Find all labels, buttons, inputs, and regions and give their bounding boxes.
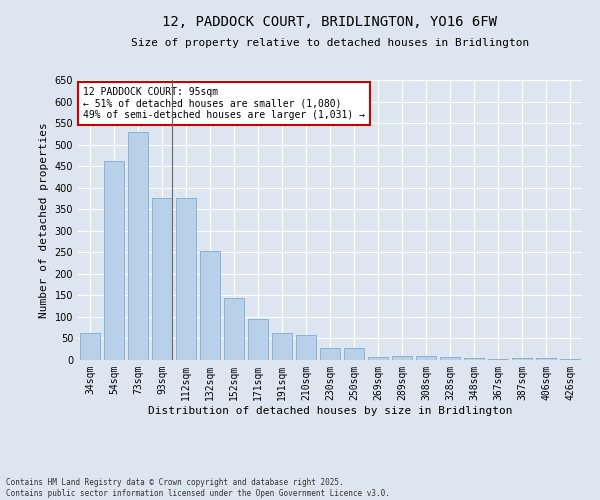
- Bar: [536, 358, 556, 360]
- Text: Contains HM Land Registry data © Crown copyright and database right 2025.
Contai: Contains HM Land Registry data © Crown c…: [6, 478, 390, 498]
- Bar: [272, 333, 292, 360]
- Y-axis label: Number of detached properties: Number of detached properties: [39, 122, 49, 318]
- Bar: [488, 358, 508, 360]
- Bar: [440, 358, 460, 360]
- Bar: [200, 251, 220, 360]
- Bar: [176, 198, 196, 360]
- Text: Size of property relative to detached houses in Bridlington: Size of property relative to detached ho…: [131, 38, 529, 48]
- Bar: [296, 336, 316, 360]
- Bar: [416, 356, 436, 360]
- Bar: [320, 348, 340, 360]
- Bar: [464, 358, 484, 360]
- Bar: [512, 358, 532, 360]
- Bar: [392, 356, 412, 360]
- Bar: [248, 319, 268, 360]
- Text: 12 PADDOCK COURT: 95sqm
← 51% of detached houses are smaller (1,080)
49% of semi: 12 PADDOCK COURT: 95sqm ← 51% of detache…: [83, 87, 365, 120]
- X-axis label: Distribution of detached houses by size in Bridlington: Distribution of detached houses by size …: [148, 406, 512, 415]
- Bar: [344, 348, 364, 360]
- Bar: [80, 333, 100, 360]
- Text: 12, PADDOCK COURT, BRIDLINGTON, YO16 6FW: 12, PADDOCK COURT, BRIDLINGTON, YO16 6FW: [163, 15, 497, 29]
- Bar: [224, 298, 244, 360]
- Bar: [368, 357, 388, 360]
- Bar: [104, 160, 124, 360]
- Bar: [128, 132, 148, 360]
- Bar: [152, 198, 172, 360]
- Bar: [560, 358, 580, 360]
